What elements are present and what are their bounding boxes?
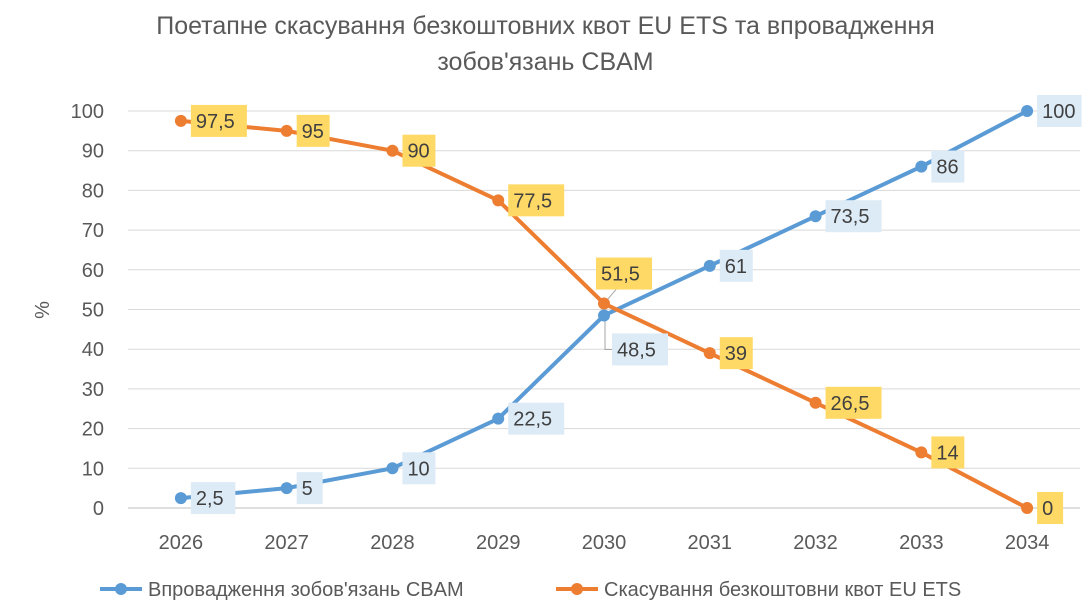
x-tick-label: 2026 <box>159 532 204 554</box>
data-label-box <box>508 184 565 217</box>
data-point <box>1021 502 1034 514</box>
y-tick-label: 90 <box>82 141 104 163</box>
x-tick-label: 2032 <box>793 532 838 554</box>
data-label-leader <box>604 319 612 350</box>
data-point <box>809 396 822 409</box>
data-label: 73,5 <box>831 206 870 228</box>
data-label: 97,5 <box>196 111 235 133</box>
y-tick-label: 70 <box>82 220 104 242</box>
data-label-box <box>612 333 668 366</box>
data-point <box>703 347 716 360</box>
data-point <box>1021 105 1034 117</box>
y-tick-label: 30 <box>82 379 104 401</box>
data-label: 14 <box>936 442 958 464</box>
data-label-box <box>190 104 247 137</box>
data-label-box <box>1037 95 1082 127</box>
data-point <box>174 492 187 505</box>
data-point <box>598 297 610 310</box>
data-point <box>915 160 928 173</box>
data-point <box>598 309 610 322</box>
data-label-box <box>931 436 965 469</box>
y-axis-label: % <box>32 301 54 319</box>
data-label: 100 <box>1042 101 1075 123</box>
y-tick-label: 50 <box>82 300 104 322</box>
x-tick-label: 2029 <box>476 532 521 554</box>
data-label: 61 <box>725 256 747 278</box>
x-tick-label: 2027 <box>264 532 309 554</box>
y-tick-label: 0 <box>93 498 104 520</box>
y-tick-label: 20 <box>82 419 104 441</box>
x-tick-label: 2031 <box>688 532 733 554</box>
y-tick-label: 60 <box>82 260 104 282</box>
y-tick-label: 40 <box>82 339 104 361</box>
data-point <box>386 144 399 157</box>
chart-title-line-2: зобов'язань CBAM <box>437 48 654 76</box>
x-tick-label: 2030 <box>582 532 627 554</box>
legend-marker <box>115 583 127 595</box>
data-label-box <box>190 482 236 515</box>
data-label: 95 <box>302 121 324 143</box>
data-label: 26,5 <box>831 393 870 415</box>
data-point <box>280 124 293 137</box>
data-label-box <box>402 452 436 485</box>
data-label: 51,5 <box>601 264 640 286</box>
data-label: 39 <box>725 343 747 365</box>
y-tick-label: 100 <box>71 101 104 123</box>
legend-label: Скасування безкоштовни квот EU ETS <box>604 579 961 601</box>
data-label: 90 <box>407 141 429 163</box>
data-label-box <box>931 150 965 183</box>
data-point <box>915 446 928 459</box>
y-tick-label: 80 <box>82 180 104 202</box>
x-tick-label: 2034 <box>1005 532 1050 554</box>
data-label: 86 <box>936 157 958 179</box>
data-point <box>280 482 293 495</box>
data-label-box <box>1037 492 1064 524</box>
x-tick-label: 2033 <box>899 532 944 554</box>
data-label-box <box>296 114 330 147</box>
data-label-box <box>825 200 882 233</box>
y-tick-label: 10 <box>82 458 104 480</box>
data-label-box <box>596 257 652 290</box>
data-label-box <box>508 402 565 435</box>
data-point <box>492 412 505 425</box>
data-label: 5 <box>302 478 313 500</box>
data-label-box <box>296 472 323 505</box>
chart-title-line-1: Поетапне скасування безкоштовних квот EU… <box>156 12 935 40</box>
data-label-box <box>825 386 882 419</box>
x-tick-label: 2028 <box>370 532 415 554</box>
data-point <box>492 194 505 207</box>
data-label-box <box>719 337 753 370</box>
data-label: 0 <box>1042 498 1053 520</box>
data-label-box <box>402 134 436 167</box>
data-point <box>386 462 399 475</box>
data-label: 22,5 <box>513 409 552 431</box>
data-label: 2,5 <box>196 488 224 510</box>
data-label: 48,5 <box>617 339 656 361</box>
data-point <box>703 259 716 272</box>
data-point <box>174 114 187 127</box>
data-label-box <box>719 249 753 282</box>
legend-marker <box>571 583 583 595</box>
legend-label: Впровадження зобов'язань CBAM <box>148 579 464 601</box>
data-label: 77,5 <box>513 190 552 212</box>
data-label: 10 <box>407 458 429 480</box>
data-point <box>809 210 822 223</box>
